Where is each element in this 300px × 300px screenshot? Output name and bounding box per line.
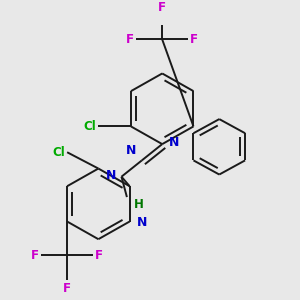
Text: F: F bbox=[63, 282, 71, 295]
Text: N: N bbox=[169, 136, 179, 149]
Text: Cl: Cl bbox=[52, 146, 65, 159]
Text: F: F bbox=[158, 1, 166, 14]
Text: N: N bbox=[106, 169, 116, 182]
Text: F: F bbox=[31, 249, 39, 262]
Text: N: N bbox=[126, 144, 136, 157]
Text: F: F bbox=[95, 249, 103, 262]
Text: Cl: Cl bbox=[83, 120, 96, 133]
Text: F: F bbox=[126, 33, 134, 46]
Text: F: F bbox=[190, 33, 198, 46]
Text: N: N bbox=[136, 216, 147, 230]
Text: H: H bbox=[134, 198, 144, 212]
